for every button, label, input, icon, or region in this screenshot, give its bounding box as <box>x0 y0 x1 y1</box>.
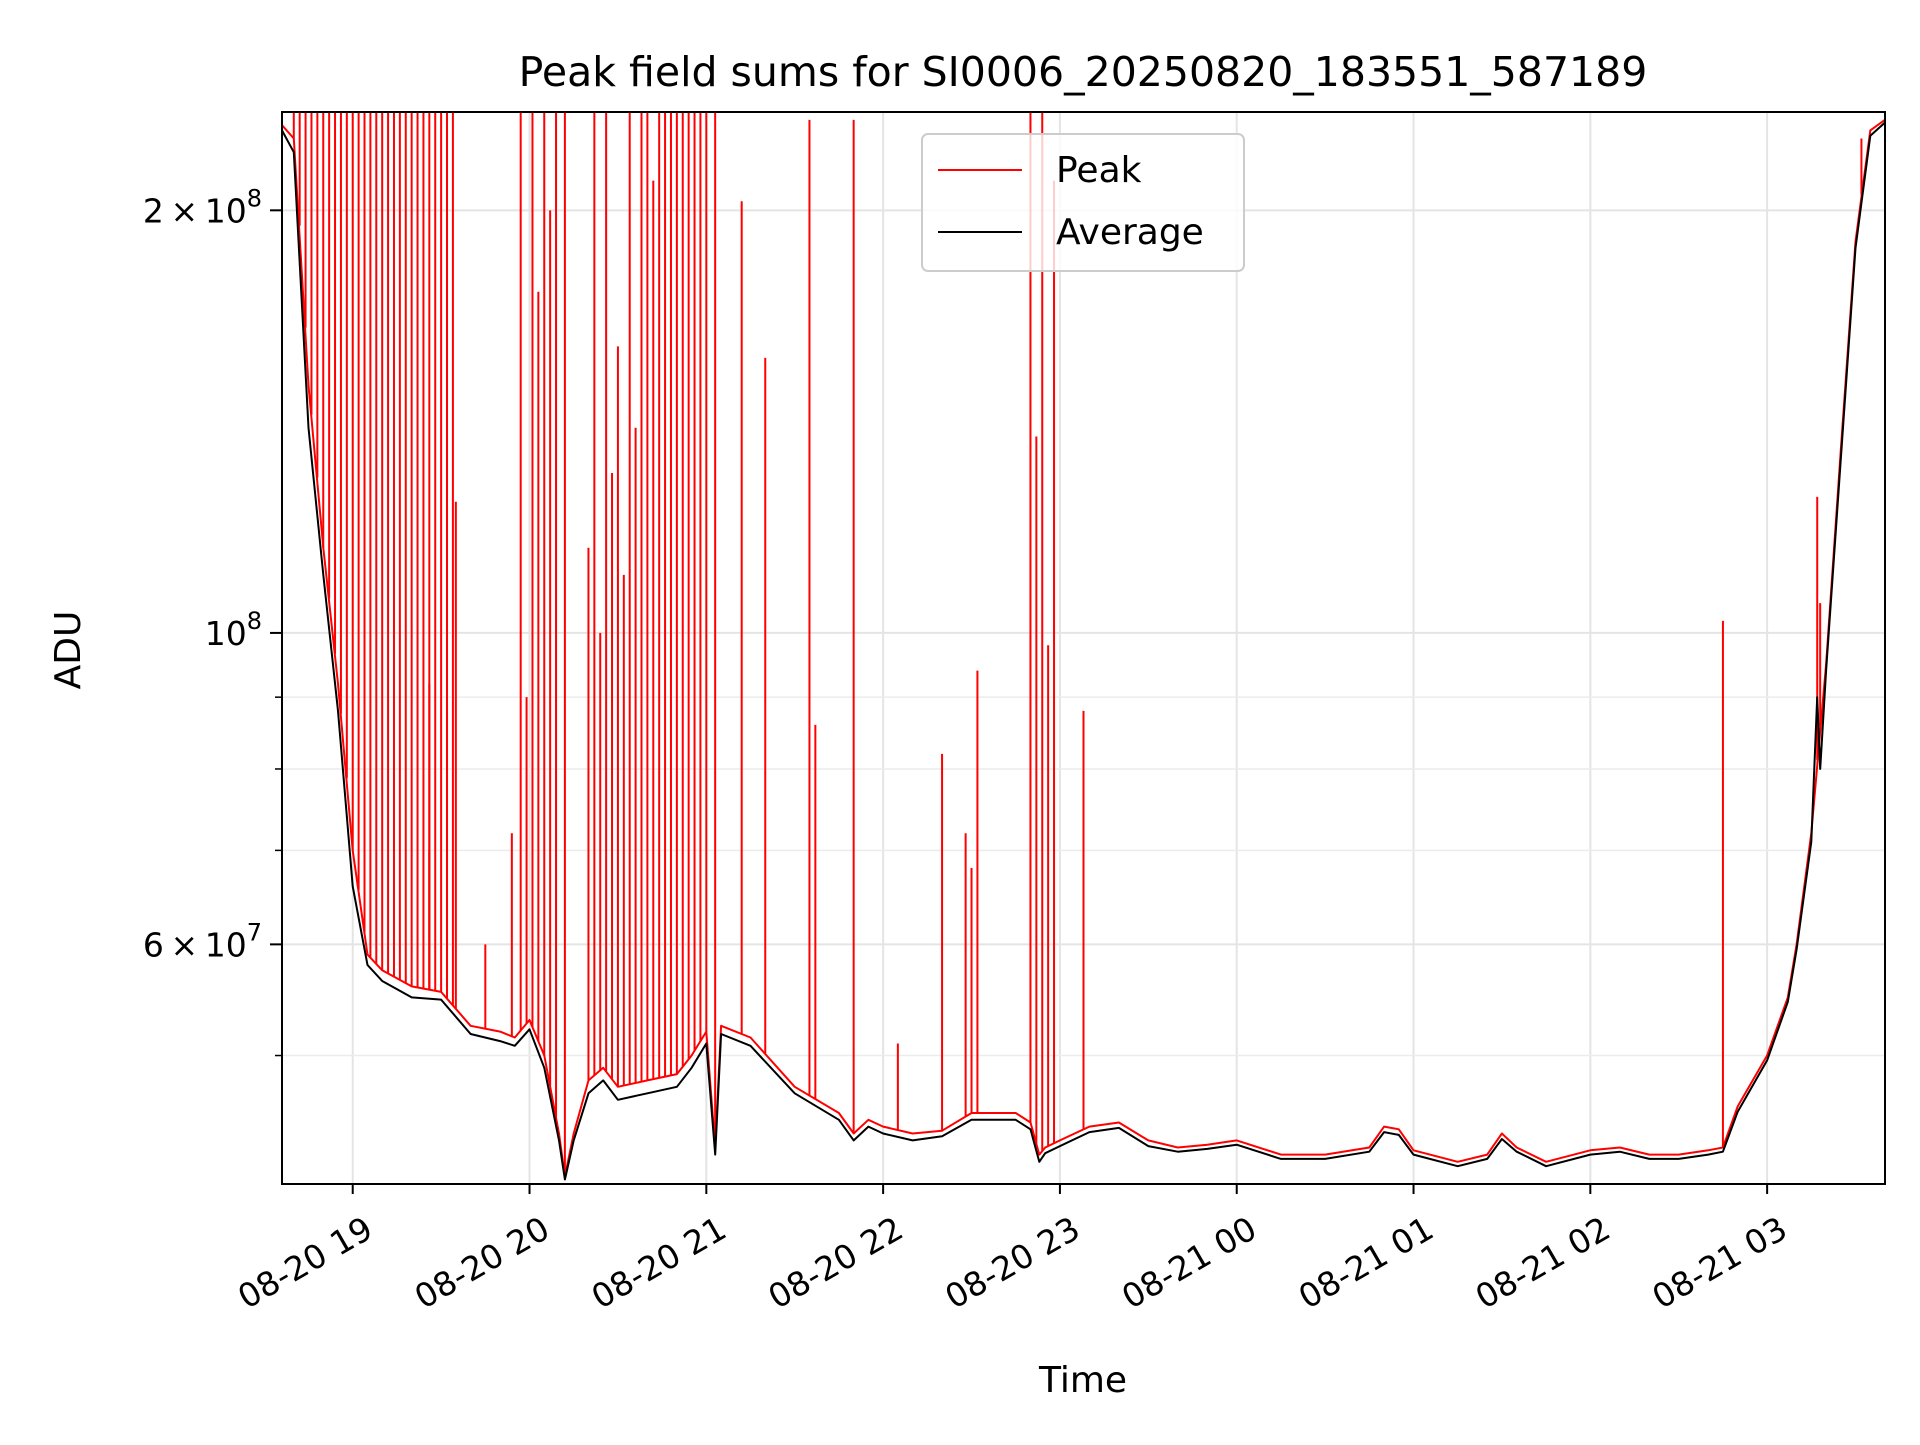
peak-series <box>282 112 1885 1178</box>
y-tick-label: 108 <box>205 607 262 653</box>
y-tick-label: 2 × 108 <box>143 184 262 230</box>
legend: Peak Average <box>921 133 1245 272</box>
plot-series <box>282 112 1885 1181</box>
average-line <box>282 121 1885 1181</box>
legend-average-label: Average <box>1056 212 1204 253</box>
chart-title: Peak field sums for SI0006_20250820_1835… <box>519 48 1648 96</box>
plot-frame <box>281 111 1886 1185</box>
legend-box <box>921 133 1245 272</box>
x-axis-label: Time <box>1038 1360 1127 1401</box>
y-tick-label: 6 × 107 <box>143 918 262 964</box>
average-series <box>282 121 1885 1181</box>
y-axis-label: ADU <box>48 611 89 690</box>
peak-line <box>282 118 1885 1178</box>
legend-peak-label: Peak <box>1056 150 1142 191</box>
